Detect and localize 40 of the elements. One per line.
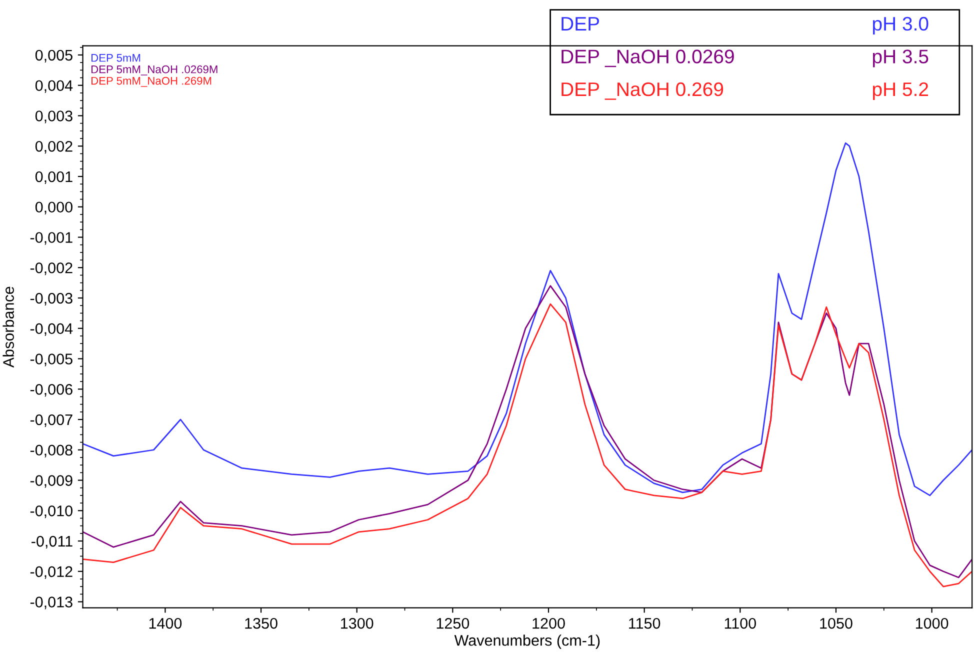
y-tick-label: 0,000: [35, 202, 72, 214]
x-tick-label: 1400: [149, 618, 182, 629]
annotation: DEP _NaOH 0.269: [562, 82, 724, 100]
y-tick-label: 0,001: [35, 171, 72, 184]
y-tick-label: -0,002: [30, 262, 72, 276]
y-tick-label: -0,013: [30, 596, 72, 610]
y-tick-label: -0,001: [30, 232, 72, 245]
annotation: pH 3.5: [872, 50, 928, 68]
y-axis-title: Absorbance: [2, 286, 14, 368]
x-tick-label: 1050: [820, 618, 852, 629]
y-tick-label: -0,012: [30, 566, 72, 579]
x-tick-label: 1150: [629, 618, 660, 629]
y-tick-label: 0,004: [35, 80, 73, 93]
annotation: pH 5.2: [872, 82, 928, 100]
y-tick-label: -0,004: [30, 323, 73, 336]
y-tick-label: -0,003: [30, 292, 72, 306]
y-tick-label: -0,008: [30, 444, 72, 458]
text: DEP: [562, 17, 600, 30]
y-tick-label: -0,011: [32, 536, 72, 548]
y-tick-label: -0,006: [30, 384, 72, 397]
x-tick-label: 1100: [724, 618, 756, 629]
y-tick-label: 0,002: [35, 140, 72, 154]
line-series: [82, 142, 972, 496]
y-tick-label: -0,007: [30, 414, 72, 427]
y-tick-label: -0,010: [30, 506, 72, 518]
y-tick-label: -0,009: [30, 475, 72, 488]
text: DEP 5mM_NaOH .0269M: [91, 65, 218, 76]
text: pH 3.0: [872, 16, 928, 34]
y-tick-label: 0,003: [35, 110, 72, 124]
x-axis-title: Wavenumbers (cm-1): [454, 634, 600, 649]
x-tick-label: 1250: [436, 618, 470, 629]
x-tick-label: 1300: [341, 618, 374, 629]
x-tick-label: 1350: [245, 618, 278, 629]
text: DEP 5mM: [91, 54, 140, 62]
y-tick-label: -0,005: [30, 354, 72, 366]
y-tick-label: 0,005: [35, 50, 72, 62]
text: DEP 5mM_NaOH .269M: [91, 76, 212, 87]
x-tick-label: 1200: [532, 618, 565, 629]
x-tick-label: 1000: [916, 618, 948, 629]
annotation: DEP _NaOH 0.0269: [562, 50, 734, 68]
